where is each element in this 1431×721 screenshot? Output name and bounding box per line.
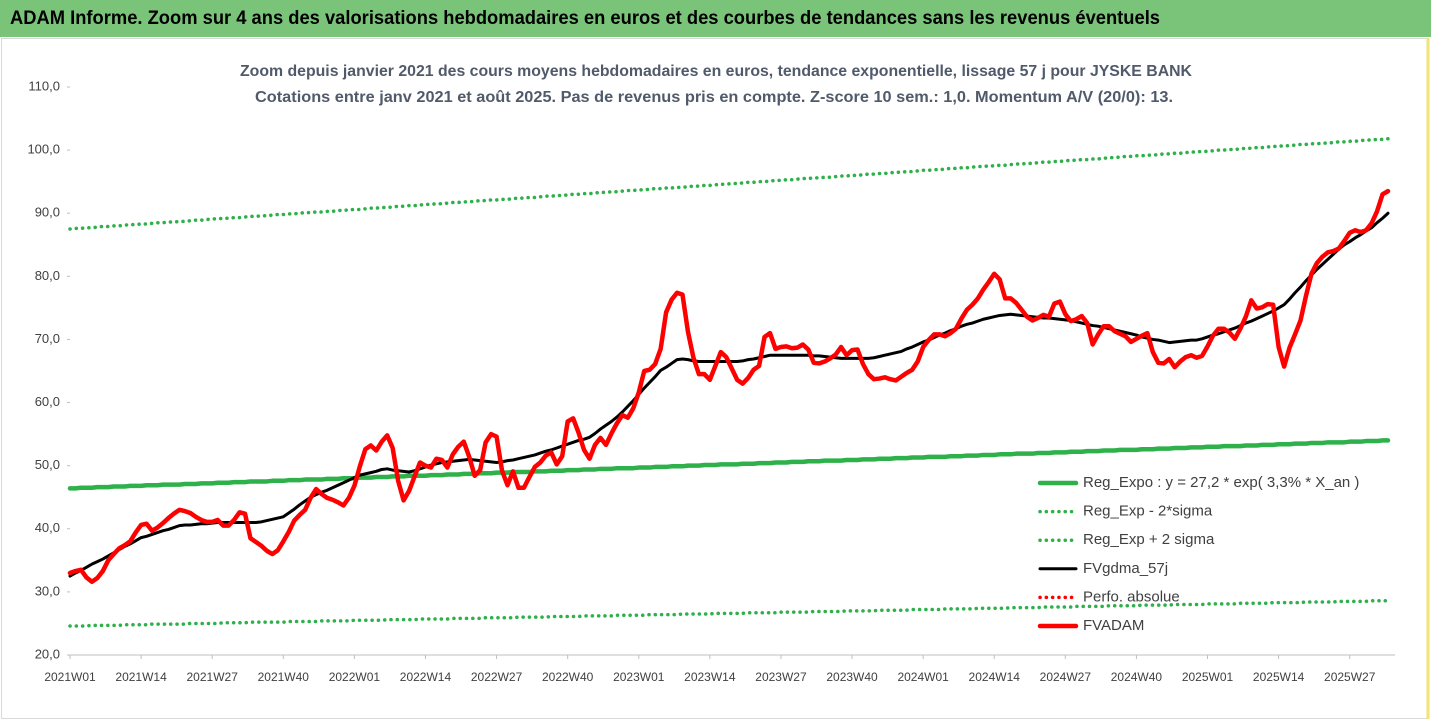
y-tick-label: 80,0 (35, 268, 60, 283)
legend-label: FVADAM (1083, 617, 1144, 634)
y-tick-label: 70,0 (35, 331, 60, 346)
y-tick-label: 60,0 (35, 394, 60, 409)
y-tick-label: 30,0 (35, 583, 60, 598)
y-tick-label: 40,0 (35, 520, 60, 535)
x-tick-label: 2025W01 (1182, 670, 1234, 684)
x-tick-label: 2022W27 (471, 670, 523, 684)
series-line (67, 188, 1391, 585)
series-line (67, 438, 1391, 491)
chart-subtitle: Cotations entre janv 2021 et août 2025. … (255, 89, 1173, 106)
series-line (68, 137, 1390, 231)
x-tick-label: 2021W40 (258, 670, 310, 684)
header-title: ADAM Informe. Zoom sur 4 ans des valoris… (10, 8, 1160, 29)
y-tick-label: 110,0 (28, 78, 60, 93)
legend-label: FVgdma_57j (1083, 560, 1168, 577)
series-line (68, 598, 1390, 628)
y-tick-label: 20,0 (35, 646, 60, 661)
x-tick-label: 2023W14 (684, 670, 736, 684)
chart-title: Zoom depuis janvier 2021 des cours moyen… (240, 63, 1192, 80)
x-tick-label: 2022W14 (400, 670, 452, 684)
legend: Reg_Expo : y = 27,2 * exp( 3,3% * X_an )… (1037, 474, 1359, 634)
x-tick-label: 2025W27 (1324, 670, 1376, 684)
x-tick-label: 2023W40 (826, 670, 878, 684)
x-tick-label: 2022W01 (329, 670, 381, 684)
x-tick-label: 2021W01 (44, 670, 96, 684)
x-tick-label: 2024W01 (897, 670, 949, 684)
x-tick-label: 2021W14 (115, 670, 167, 684)
x-tick-label: 2025W14 (1253, 670, 1305, 684)
x-tick-label: 2024W40 (1111, 670, 1163, 684)
x-tick-label: 2021W27 (187, 670, 239, 684)
legend-label: Reg_Exp - 2*sigma (1083, 503, 1213, 520)
x-tick-label: 2024W14 (969, 670, 1021, 684)
y-tick-label: 50,0 (35, 457, 60, 472)
legend-label: Perfo. absolue (1083, 588, 1180, 605)
header-bar (0, 0, 1431, 37)
x-tick-label: 2023W27 (755, 670, 807, 684)
x-tick-label: 2023W01 (613, 670, 665, 684)
legend-label: Reg_Expo : y = 27,2 * exp( 3,3% * X_an ) (1083, 474, 1359, 491)
y-tick-label: 90,0 (35, 205, 60, 220)
x-tick-label: 2022W40 (542, 670, 594, 684)
legend-label: Reg_Exp + 2 sigma (1083, 531, 1215, 548)
y-tick-label: 100,0 (27, 142, 60, 157)
x-tick-label: 2024W27 (1040, 670, 1092, 684)
